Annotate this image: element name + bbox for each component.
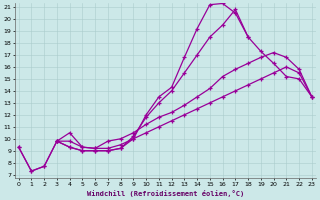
X-axis label: Windchill (Refroidissement éolien,°C): Windchill (Refroidissement éolien,°C) <box>87 190 244 197</box>
